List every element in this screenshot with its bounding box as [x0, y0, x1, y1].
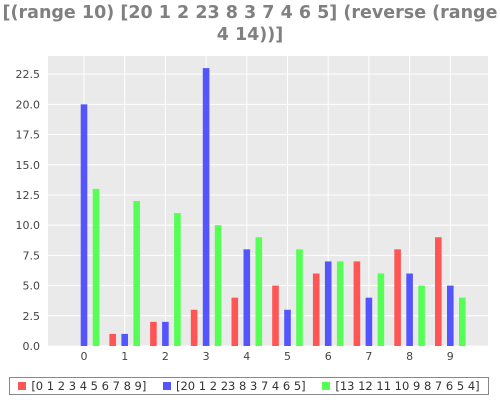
bar-series-2: [255, 237, 263, 346]
bar-series-2: [214, 225, 222, 346]
y-tick-label: 10.0: [16, 219, 41, 232]
y-tick-label: 7.5: [23, 249, 41, 262]
legend-label-series-0: [0 1 2 3 4 5 6 7 8 9]: [31, 379, 147, 393]
bar-series-2: [459, 297, 466, 346]
bar-series-1: [80, 104, 88, 346]
legend-label-series-1: [20 1 2 23 8 3 7 4 6 5]: [176, 379, 306, 393]
bar-series-1: [324, 261, 332, 346]
y-tick-label: 15.0: [16, 159, 41, 172]
bar-series-0: [272, 285, 279, 346]
y-tick-label: 17.5: [16, 129, 41, 142]
y-tick-label: 20.0: [16, 98, 41, 111]
bar-series-1: [162, 321, 169, 346]
bar-series-1: [447, 285, 454, 346]
bar-series-1: [365, 297, 373, 346]
bar-series-0: [150, 321, 157, 346]
bar-series-0: [312, 273, 320, 346]
bar-series-0: [231, 297, 239, 346]
legend-swatch-series-1: [163, 382, 171, 390]
bar-series-0: [394, 249, 401, 346]
x-tick-label: 1: [121, 350, 128, 363]
x-tick-label: 0: [81, 350, 88, 363]
bar-series-2: [174, 213, 181, 346]
bar-series-1: [406, 273, 413, 346]
bar-series-2: [92, 188, 100, 346]
x-tick-label: 7: [365, 350, 372, 363]
y-tick-label: 0.0: [23, 340, 41, 353]
x-tick-label: 9: [447, 350, 454, 363]
chart-legend: [0 1 2 3 4 5 6 7 8 9] [20 1 2 23 8 3 7 4…: [9, 377, 489, 395]
bar-series-2: [133, 201, 140, 346]
bar-series-0: [353, 261, 361, 346]
bar-series-2: [296, 249, 303, 346]
chart-title: [(range 10) [20 1 2 23 8 3 7 4 6 5] (rev…: [2, 3, 498, 45]
bar-series-1: [284, 309, 291, 346]
legend-item-series-1: [20 1 2 23 8 3 7 4 6 5]: [163, 379, 306, 393]
legend-item-series-0: [0 1 2 3 4 5 6 7 8 9]: [18, 379, 146, 393]
x-tick-label: 5: [284, 350, 291, 363]
y-tick-label: 22.5: [16, 68, 41, 81]
legend-swatch-series-0: [18, 382, 27, 390]
x-tick-label: 8: [406, 350, 413, 363]
bar-series-1: [121, 333, 128, 346]
x-tick-label: 2: [162, 350, 169, 363]
bar-series-2: [418, 285, 425, 346]
bar-series-0: [435, 237, 442, 346]
bar-series-2: [377, 273, 385, 346]
legend-item-series-2: [13 12 11 10 9 8 7 6 5 4]: [322, 379, 480, 393]
legend-label-series-2: [13 12 11 10 9 8 7 6 5 4]: [335, 379, 480, 393]
x-tick-label: 3: [203, 350, 210, 363]
bar-series-2: [336, 261, 344, 346]
bar-series-0: [190, 309, 198, 346]
x-tick-label: 4: [243, 350, 250, 363]
bar-series-0: [109, 333, 116, 346]
x-tick-label: 6: [325, 350, 332, 363]
y-tick-label: 5.0: [23, 280, 41, 293]
bar-series-1: [243, 249, 251, 346]
bar-series-1: [202, 68, 210, 346]
y-tick-label: 12.5: [16, 189, 41, 202]
y-tick-label: 2.5: [23, 310, 41, 323]
legend-swatch-series-2: [322, 382, 331, 390]
